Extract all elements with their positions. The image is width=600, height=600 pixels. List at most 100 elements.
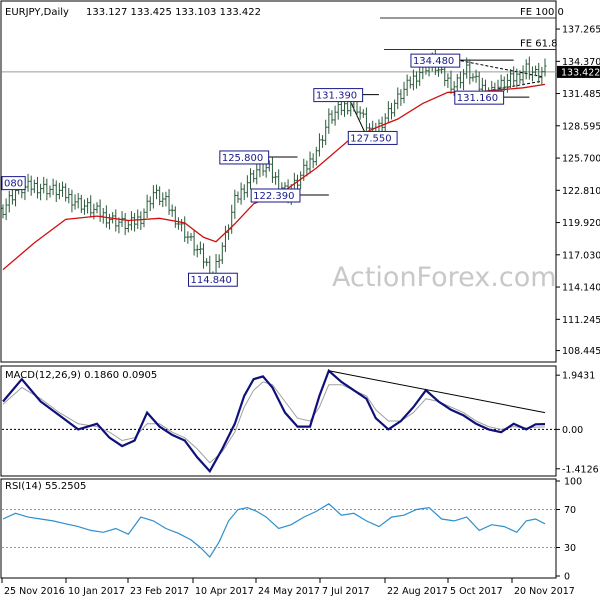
price-bar: [89, 195, 93, 218]
x-tick-label: 22 Aug 2017: [387, 586, 448, 597]
wedge-line-upper: [450, 58, 542, 78]
price-tick-label: 125.700: [562, 154, 600, 165]
price-bar: [82, 199, 86, 215]
price-bar: [314, 146, 318, 166]
x-axis: 25 Nov 2016 10 Jan 2017 23 Feb 2017 10 Apr …: [1, 578, 575, 597]
price-bar: [236, 191, 240, 203]
price-tick-label: 122.810: [562, 186, 600, 197]
price-bar: [330, 110, 334, 124]
price-annotation-label: 131.390: [316, 91, 357, 102]
price-panel: 137.265 134.370 131.485 128.595 125.700 122.8…: [1, 7, 600, 357]
price-bar: [198, 241, 202, 255]
fibonacci-label: FE 100.0: [520, 7, 564, 18]
price-annotation-box: [410, 53, 461, 68]
price-bar: [39, 183, 43, 201]
price-bar: [317, 133, 321, 157]
price-bar: [220, 242, 224, 264]
price-bar: [64, 183, 68, 202]
price-bar: [186, 231, 190, 244]
price-bar: [67, 187, 71, 204]
price-bar: [455, 74, 459, 91]
rsi-tick-label: 70: [564, 505, 576, 516]
price-bar: [104, 205, 108, 228]
price-tick-label: 117.030: [562, 250, 600, 261]
price-bar: [274, 172, 278, 185]
x-tick-label: 7 Jul 2017: [322, 586, 370, 597]
price-bar: [133, 212, 137, 232]
price-bar: [170, 204, 174, 217]
price-bar: [499, 74, 503, 94]
price-annotation-label: 127.550: [350, 133, 391, 144]
macd-tick-label: -1.4126: [562, 464, 599, 475]
price-tick-label: 134.370: [562, 57, 600, 68]
price-bar: [333, 105, 337, 126]
price-tick-label: 128.595: [562, 121, 600, 132]
price-bar: [10, 188, 14, 205]
rsi-panel-frame: [0, 478, 557, 579]
price-bar: [70, 189, 74, 213]
price-bar: [29, 175, 33, 196]
price-bar: [308, 151, 312, 174]
price-bar: [217, 254, 221, 269]
price-bar: [117, 217, 121, 234]
price-bar: [399, 89, 403, 106]
macd-panel-frame: [0, 365, 557, 477]
price-bar: [527, 56, 531, 80]
price-bar: [305, 160, 309, 177]
x-tick-label: 10 Apr 2017: [195, 586, 254, 597]
price-annotation-label: 134.480: [413, 56, 454, 67]
price-bar: [346, 99, 350, 115]
macd-signal-line: [2, 381, 546, 464]
price-bar: [405, 74, 409, 96]
price-bar: [518, 70, 522, 84]
price-bar: [126, 220, 130, 233]
price-bar: [512, 66, 516, 86]
price-bar: [192, 230, 196, 256]
price-bar: [255, 163, 259, 185]
price-bar: [452, 81, 456, 96]
price-bar: [245, 175, 249, 198]
price-bar: [524, 59, 528, 80]
price-bar: [389, 102, 393, 120]
rsi-tick-label: 100: [564, 477, 582, 488]
price-annotation-label: 125.800: [222, 153, 263, 164]
price-annotation-label: 114.840: [191, 275, 232, 286]
price-bar: [79, 194, 83, 214]
price-bar: [205, 258, 209, 267]
macd-line: [2, 368, 546, 474]
x-tick-label: 10 Jan 2017: [68, 586, 125, 597]
price-bar: [202, 243, 206, 269]
price-bar: [336, 99, 340, 120]
price-tick-label: 137.265: [562, 25, 600, 36]
price-annotation-box: [1, 176, 26, 191]
price-annotation-box: [188, 272, 238, 287]
price-bar: [468, 59, 472, 85]
current-price-label: 133.422: [561, 67, 600, 78]
price-bar: [408, 76, 412, 89]
price-bar: [458, 71, 462, 89]
price-bar: [139, 211, 143, 230]
x-tick-label: 5 Oct 2017: [450, 586, 503, 597]
price-bar: [509, 69, 513, 88]
price-bar: [86, 197, 90, 214]
x-tick-label: 23 Feb 2017: [130, 586, 189, 597]
price-bar: [324, 119, 328, 146]
rsi-tick-label: 0: [564, 572, 570, 583]
price-bar: [95, 202, 99, 214]
price-bar: [101, 207, 105, 224]
price-bar: [114, 209, 118, 232]
price-bar: [415, 71, 419, 89]
price-bar: [411, 69, 415, 91]
price-bar: [35, 176, 39, 199]
moving-average-line: [2, 83, 546, 271]
price-bar: [57, 182, 61, 200]
macd-tick-label: 1.9431: [562, 371, 595, 382]
price-bar: [98, 199, 102, 222]
price-bar: [249, 168, 253, 190]
price-bar: [61, 181, 65, 197]
price-bar: [543, 58, 547, 77]
price-bar: [471, 73, 475, 82]
chart-title: EURJPY,Daily: [5, 7, 69, 18]
price-bar: [521, 65, 525, 86]
price-bar: [73, 194, 77, 210]
